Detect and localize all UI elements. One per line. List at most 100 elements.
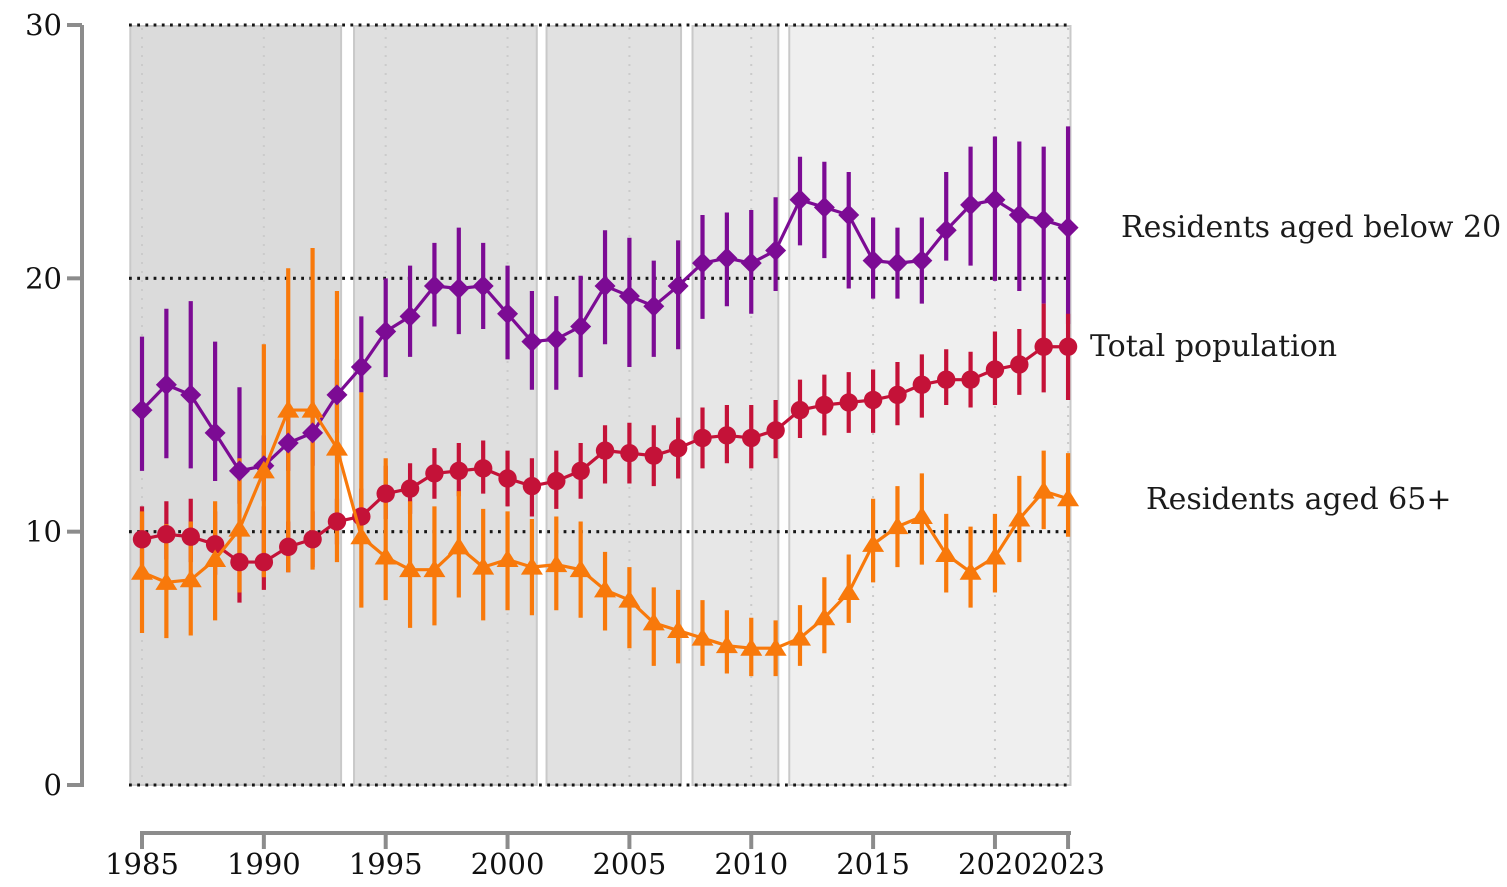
diamond-marker [545,328,567,350]
circle-marker [400,479,420,498]
diamond-marker [960,194,982,216]
series-label-residents-below-20: Residents aged below 20 [1121,210,1502,245]
triangle-marker [1008,509,1031,527]
diamond-marker [765,239,787,261]
circle-marker [815,395,834,415]
triangle-marker [618,590,641,608]
diamond-marker [570,315,592,337]
diamond-marker [228,460,250,482]
diamond-marker [789,189,811,211]
triangle-marker [691,628,714,646]
circle-marker [668,438,688,458]
triangle-marker [179,569,202,588]
diamond-marker [448,277,470,299]
circle-marker [181,527,200,546]
x-tick-label: 2020 [958,847,1032,881]
period-band [545,25,683,786]
triangle-marker [545,554,568,573]
triangle-marker [813,607,836,626]
diamond-marker [1033,209,1055,231]
triangle-marker [667,620,690,638]
diamond-marker [423,275,445,297]
diamond-marker [521,331,543,353]
circle-marker [912,375,932,394]
series-label-residents-65plus: Residents aged 65+ [1146,482,1452,517]
x-tick-label: 2023 [1031,847,1105,881]
diamond-marker [399,305,421,327]
x-tick-label: 1990 [227,847,301,881]
series-label-total-population: Total population [1090,329,1338,364]
triangle-marker [325,438,348,456]
period-band [691,25,780,786]
circle-marker [937,370,956,389]
circle-marker [425,464,444,483]
diamond-marker [375,321,397,343]
triangle-marker [862,534,885,552]
circle-marker [1058,337,1078,356]
x-tick-label: 2010 [714,847,788,881]
x-tick-label: 2005 [592,847,666,881]
circle-marker [279,537,298,557]
circle-marker [205,535,225,554]
x-tick-label: 1995 [349,847,423,881]
triangle-marker [374,547,397,565]
circle-marker [449,461,469,481]
y-tick-label: 10 [25,515,62,549]
circle-marker [230,552,249,572]
circle-marker [595,441,615,460]
diamond-marker [643,295,665,317]
diamond-marker [131,399,153,421]
triangle-marker [886,516,909,535]
triangle-marker [910,506,933,524]
triangle-marker [1057,488,1080,507]
circle-marker [742,428,761,448]
circle-marker [132,530,152,549]
diamond-marker [497,303,519,325]
triangle-marker [764,638,787,656]
period-band [788,25,1072,786]
x-tick-label: 2015 [836,847,910,881]
triangle-marker [423,559,446,578]
circle-marker [254,552,274,572]
triangle-marker [715,635,738,654]
diamond-marker [302,422,324,444]
diamond-marker [911,250,933,272]
circle-marker [790,400,810,420]
diamond-marker [1008,204,1030,226]
circle-marker [473,459,493,478]
triangle-marker [277,400,300,418]
triangle-marker [935,544,958,562]
circle-marker [693,428,712,448]
y-tick-label: 20 [25,261,62,295]
triangle-marker [252,460,275,479]
circle-marker [327,512,347,531]
diamond-marker [204,422,226,444]
circle-marker [547,471,566,491]
triangle-marker [447,536,470,555]
diamond-marker [886,252,908,274]
triangle-marker [1032,481,1055,499]
diamond-marker [180,384,202,406]
circle-marker [571,461,590,481]
diamond-marker [692,252,714,274]
triangle-marker [740,638,763,656]
y-tick-label: 0 [44,768,62,802]
triangle-marker [959,562,982,580]
circle-marker [376,484,395,503]
diamond-marker [667,275,689,297]
circle-marker [717,426,737,445]
circle-marker [888,385,907,405]
circle-marker [863,390,883,410]
circle-marker [620,443,639,463]
diamond-marker [155,374,177,396]
diamond-marker [594,275,616,297]
circle-marker [498,469,517,488]
diamond-marker [862,250,884,272]
triangle-marker [520,557,543,575]
triangle-marker [569,559,592,578]
diamond-marker [984,189,1006,211]
diamond-marker [326,384,348,406]
circle-marker [644,446,663,465]
